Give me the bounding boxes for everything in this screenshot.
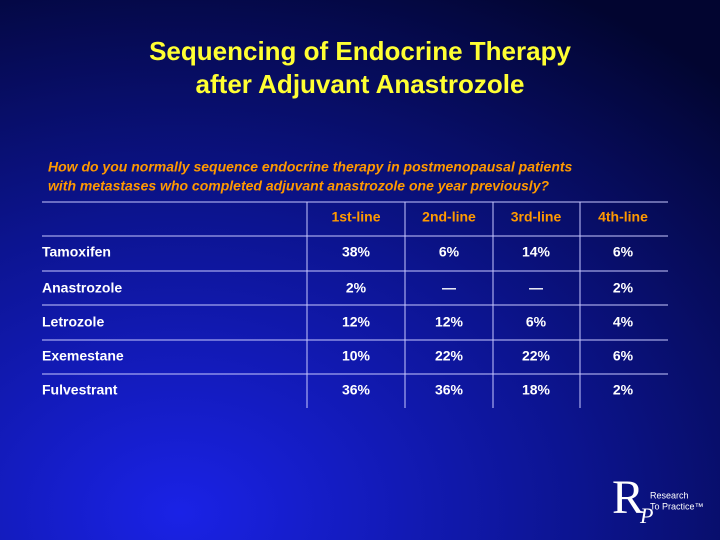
column-header: 1st-line [331,209,380,225]
logo-letter: P [639,503,653,528]
cell: 38% [342,244,371,260]
cell: 12% [342,314,371,330]
row-label: Tamoxifen [42,244,111,260]
cell: 18% [522,382,551,398]
cell: 22% [522,348,551,364]
cell: 2% [346,280,367,296]
logo-text: To Practice™ [650,501,704,511]
cell: 12% [435,314,464,330]
logo: R P Research To Practice™ [612,471,704,528]
cell: 36% [435,382,464,398]
logo-letter: R [612,471,644,524]
cell: 22% [435,348,464,364]
table: 1st-line 2nd-line 3rd-line 4th-line Tamoxife… [42,201,668,408]
cell: 14% [522,244,551,260]
column-header: 3rd-line [511,209,562,225]
row-label: Letrozole [42,314,104,330]
question: How do you normally sequence endocrine t… [48,159,573,175]
cell: 6% [613,348,634,364]
cell: 6% [439,244,460,260]
row-label: Anastrozole [42,280,122,296]
row-label: Fulvestrant [42,382,118,398]
cell: — [529,280,543,296]
cell: 4% [613,314,634,330]
title: Sequencing of Endocrine Therapy [149,36,571,66]
cell: 2% [613,382,634,398]
title: after Adjuvant Anastrozole [196,69,525,99]
cell: 10% [342,348,371,364]
cell: 6% [613,244,634,260]
question: with metastases who completed adjuvant a… [48,178,549,194]
cell: 2% [613,280,634,296]
logo-text: Research [650,490,689,500]
cell: 36% [342,382,371,398]
column-header: 2nd-line [422,209,476,225]
row-label: Exemestane [42,348,124,364]
column-header: 4th-line [598,209,648,225]
cell: 6% [526,314,547,330]
cell: — [442,280,456,296]
